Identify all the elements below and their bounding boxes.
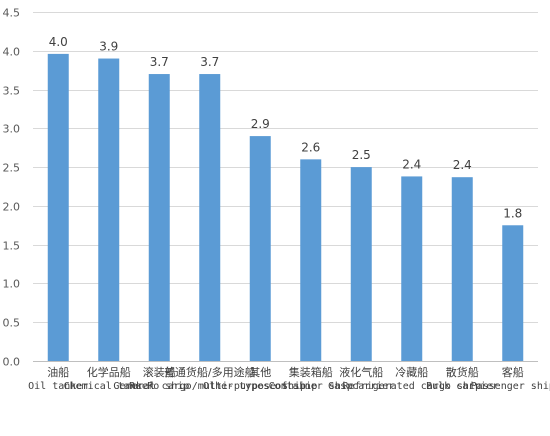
data-label: 3.9 [99,40,118,54]
x-category-label-en: Bulk carrier [426,381,498,392]
bar [199,74,221,362]
y-tick-label: 4.0 [3,46,21,59]
bar [300,159,322,361]
data-label: 2.9 [251,117,270,131]
x-category-label-en: Oil tanker [28,381,88,392]
x-axis-categories: 油船 Oil tanker 化学品船 Chemical tanker 滚装船 Ro-Ro … [28,365,550,392]
data-label: 2.6 [301,140,320,154]
x-category-label-en: Refrigerated cargo ship [343,381,481,392]
data-label: 2.4 [453,158,472,172]
x-category-label-en: Chemical tanker [64,381,154,392]
bar [47,53,69,361]
x-category-label-en: Ro-Ro ship [129,381,189,392]
bar [350,167,372,361]
y-tick-label: 2.5 [3,162,21,175]
x-category-label-zh: 集装箱船 [289,365,333,379]
y-axis-ticks: 0.0 0.5 1.0 1.5 2.0 2.5 3.0 3.5 4.0 4.5 [3,7,21,369]
data-label: 1.8 [503,206,522,220]
bar [451,177,473,361]
x-category-label-zh: 其他 [249,366,271,379]
bar [249,136,271,361]
y-tick-label: 1.0 [3,278,21,291]
bar [98,58,120,362]
x-category-label-zh: 滚装船 [143,365,176,379]
x-category-label-zh: 冷藏船 [395,365,428,379]
data-label: 3.7 [150,55,169,69]
x-category-label-zh: 油船 [47,365,69,379]
x-category-label-en: Container ship [269,381,353,392]
y-tick-label: 3.0 [3,123,21,136]
y-tick-label: 0.5 [3,317,21,330]
x-category-label-zh: 液化气船 [339,365,383,379]
y-tick-label: 1.5 [3,240,21,253]
x-category-label-zh: 客船 [502,365,524,379]
bar [401,176,423,361]
data-label: 3.7 [200,55,219,69]
x-category-label-en: General cargo/multi-purpose ship [113,381,306,392]
data-labels: 4.0 3.9 3.7 3.7 2.9 2.6 2.5 2.4 2.4 1.8 [49,35,523,220]
y-tick-label: 0.0 [3,356,21,369]
y-tick-label: 4.5 [3,7,21,20]
data-label: 2.4 [402,157,421,171]
x-category-label-en: Passenger ship [471,381,550,392]
data-label: 4.0 [49,35,68,49]
x-category-label-zh: 化学品船 [87,365,131,379]
data-label: 2.5 [352,148,371,162]
x-category-label-en: Gas carrier [328,381,394,392]
x-category-label-zh: 普通货船/多用途船 [164,365,256,379]
x-category-label-zh: 散货船 [446,365,479,379]
y-tick-label: 2.0 [3,201,21,214]
bars [47,53,524,362]
y-tick-label: 3.5 [3,85,21,98]
x-category-label-en: Other types of ship [203,381,317,392]
bar [502,225,524,361]
bar [148,74,170,362]
